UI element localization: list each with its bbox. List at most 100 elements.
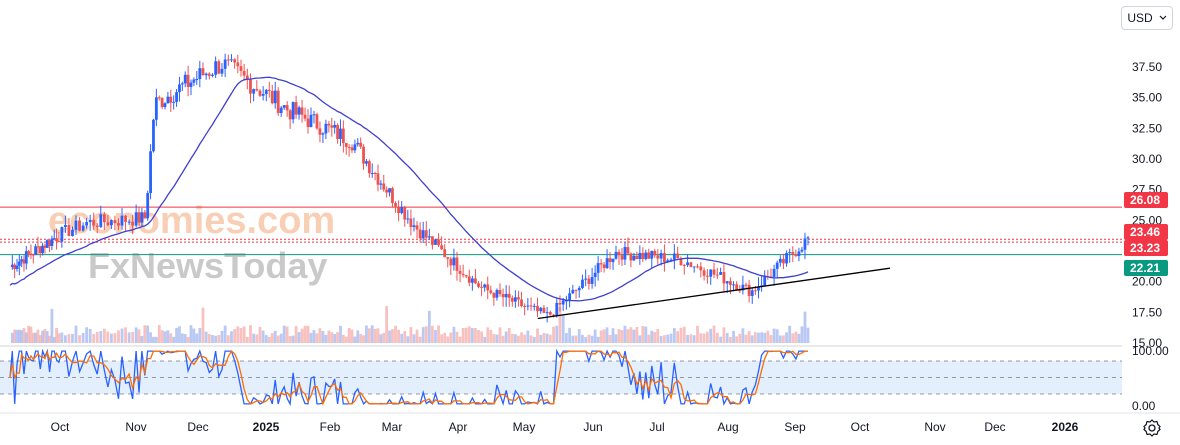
candle-body (611, 258, 615, 263)
candle-body (735, 284, 739, 291)
time-axis[interactable]: Oct Nov Dec 2025 Feb Mar Apr May Jun Jul Aug Sep Oct… (0, 412, 1180, 434)
volume-bar (288, 336, 292, 343)
candle-body (686, 262, 689, 266)
time-tick-label: Nov (924, 420, 945, 434)
volume-bar (785, 332, 788, 343)
candle-body (198, 68, 202, 80)
volume-bar (581, 334, 584, 343)
oscillator-axis: 100.00 0.00 (1132, 344, 1169, 413)
volume-bar (204, 331, 208, 343)
candle-body (474, 278, 477, 284)
candle-body (85, 222, 89, 226)
volume-bar (102, 328, 106, 343)
volume-bar (379, 334, 383, 343)
volume-bar (676, 331, 680, 343)
volume-bar (449, 332, 453, 343)
volume-bar (495, 334, 499, 343)
candle-body (279, 107, 283, 114)
candle-body (180, 83, 184, 85)
candle-body (15, 265, 19, 269)
volume-bar (558, 307, 562, 343)
candle-body (741, 284, 745, 291)
gear-icon[interactable] (1142, 418, 1162, 438)
volume-bar (699, 333, 703, 343)
candle-body (568, 293, 572, 301)
volume-bar (347, 327, 351, 343)
candle-body (201, 68, 205, 76)
volume-bar (483, 336, 487, 343)
volume-bar (617, 329, 621, 343)
candle-body (189, 82, 193, 87)
candle-body (800, 249, 804, 252)
candle-body (45, 240, 49, 248)
candle-body (495, 289, 499, 298)
volume-bar (309, 332, 313, 343)
candle-body (333, 124, 337, 128)
volume-bar (520, 332, 523, 343)
candle-body (157, 97, 161, 99)
candle-body (744, 284, 748, 286)
volume-bar (461, 327, 465, 343)
candle-body (489, 290, 493, 293)
volume-bar (545, 333, 549, 343)
volume-bar (376, 328, 380, 343)
volume-bar (127, 332, 131, 343)
candle-body (324, 123, 328, 134)
volume-bar (735, 336, 739, 343)
volume-bar (732, 330, 735, 343)
candle-body (297, 107, 301, 115)
candle-body (124, 215, 127, 222)
candle-body (239, 66, 243, 71)
candle-body (507, 293, 511, 298)
candle-body (146, 193, 150, 219)
volume-bar (312, 330, 316, 343)
candle-body (529, 305, 533, 307)
candle-body (526, 305, 530, 307)
volume-bar (526, 330, 530, 343)
volume-bar (608, 334, 612, 343)
candle-body (729, 281, 732, 285)
volume-bar (74, 325, 78, 343)
volume-bar (178, 326, 181, 343)
candle-body (788, 251, 792, 254)
candle-body (523, 306, 527, 308)
currency-selector[interactable]: USD (1121, 6, 1173, 30)
time-tick-label: Feb (320, 420, 341, 434)
volume-bar (267, 336, 271, 343)
candle-body (709, 269, 713, 277)
candle-body (20, 259, 24, 262)
volume-bar (440, 334, 444, 343)
candle-body (602, 264, 606, 269)
volume-bar (679, 327, 683, 343)
volume-bars (10, 306, 810, 343)
volume-bar (806, 327, 810, 343)
volume-bar (574, 335, 578, 343)
volume-bar (489, 329, 493, 343)
volume-bar (52, 336, 56, 343)
volume-bar (143, 325, 147, 343)
volume-bar (333, 333, 337, 343)
volume-bar (434, 330, 437, 343)
price-tag (1124, 224, 1168, 240)
candle-body (629, 253, 633, 261)
candle-body (520, 299, 523, 307)
volume-bar (644, 326, 648, 343)
volume-bar (747, 330, 751, 343)
price-tag (1124, 192, 1168, 208)
volume-bar (719, 336, 723, 343)
volume-bar (750, 335, 754, 343)
candle-body (555, 302, 559, 316)
candle-body (172, 101, 176, 103)
volume-bar (394, 325, 397, 343)
trend-line[interactable] (537, 267, 891, 320)
candle-body (732, 284, 735, 286)
volume-bar (81, 333, 85, 343)
volume-bar (692, 335, 696, 343)
candle-body (590, 277, 594, 284)
candle-body (763, 276, 767, 286)
candle-body (486, 284, 490, 291)
candle-body (712, 269, 716, 275)
volume-bar (596, 336, 600, 343)
candle-body (264, 89, 268, 95)
